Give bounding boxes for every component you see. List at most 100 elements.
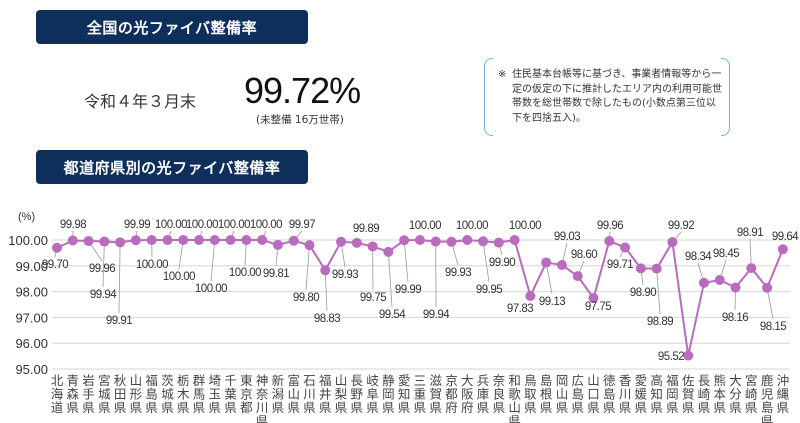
data-point-徳島県	[604, 236, 615, 247]
national-rate-value: 99.72%	[244, 70, 361, 111]
data-point-宮城県	[99, 236, 110, 247]
footnote-box: ※ 住民基本台帳等に基づき、事業者情報等から一定の仮定の下に推計したエリア内の利…	[484, 58, 730, 136]
data-point-神奈川県	[257, 235, 268, 245]
data-point-佐賀県	[683, 350, 694, 361]
right-bracket	[721, 58, 730, 136]
x-tick-label: 東京都	[240, 374, 253, 415]
x-tick-label: 大分県	[729, 374, 742, 415]
data-point-長崎県	[698, 277, 709, 288]
x-tick-label: 沖縄県	[777, 374, 790, 415]
data-label: 98.89	[647, 316, 673, 328]
data-label: 99.75	[360, 292, 386, 304]
prefecture-rate-chart: 95.00 96.00 97.00 98.00 99.00 100.00 (%) 99.70 9…	[8, 211, 800, 423]
data-point-東京都	[241, 235, 252, 245]
data-point-広島県	[572, 271, 583, 282]
data-label: 100.00	[456, 220, 488, 232]
data-label: 95.52	[658, 351, 684, 363]
data-point-大分県	[730, 282, 741, 293]
data-point-島根県	[541, 257, 552, 268]
x-tick-label: 埼玉県	[209, 374, 222, 415]
data-point-三重県	[414, 235, 425, 245]
data-label: 100.00	[155, 219, 187, 231]
data-label: 99.96	[597, 220, 623, 232]
data-point-沖縄県	[777, 244, 788, 255]
data-point-山梨県	[336, 236, 347, 247]
x-tick-label: 岩手県	[82, 373, 95, 415]
x-tick-label: 佐賀県	[682, 374, 695, 415]
x-tick-label: 山梨県	[335, 374, 348, 415]
data-label: 100.00	[186, 219, 218, 231]
data-label: 99.98	[60, 219, 86, 231]
x-tick-label: 岐阜県	[366, 374, 379, 415]
data-label: 100.00	[509, 220, 541, 232]
x-tick-label: 高知県	[650, 373, 663, 415]
data-point-宮崎県	[746, 263, 757, 274]
data-label: 99.80	[293, 292, 319, 304]
data-point-高知県	[651, 263, 662, 274]
y-tick-label: 95.00	[15, 362, 48, 377]
x-tick-label: 奈良県	[493, 374, 506, 415]
leader-line	[482, 241, 490, 283]
x-tick-label: 兵庫県	[477, 374, 490, 415]
data-label: 98.83	[314, 313, 340, 325]
leader-line	[656, 268, 661, 315]
data-label: 97.75	[585, 301, 611, 313]
national-rate-header: 全国の光ファイバ整備率	[36, 10, 308, 44]
data-label: 99.90	[489, 257, 515, 269]
x-tick-label: 和歌山県	[508, 374, 521, 423]
leader-line	[403, 240, 409, 283]
leader-line	[118, 242, 121, 314]
data-point-鳥取県	[525, 290, 536, 301]
x-tick-label: 青森県	[67, 374, 80, 415]
x-tick-label: 愛媛県	[635, 374, 648, 415]
leader-line	[387, 251, 393, 308]
x-tick-label: 熊本県	[714, 373, 727, 415]
data-label: 99.71	[607, 259, 633, 271]
x-tick-label: 茨城県	[161, 374, 174, 415]
x-tick-label: 鹿児島県	[761, 373, 774, 423]
data-label: 100.00	[218, 219, 250, 231]
data-point-愛知県	[399, 235, 410, 246]
data-label: 99.91	[106, 315, 132, 327]
x-tick-label: 神奈川県	[256, 374, 269, 423]
x-tick-label: 静岡県	[382, 374, 395, 415]
x-tick-label: 宮崎県	[745, 373, 758, 415]
x-tick-label: 福岡県	[666, 373, 679, 415]
data-label: 98.45	[713, 248, 739, 260]
data-point-大阪府	[462, 235, 473, 245]
data-point-千葉県	[225, 235, 236, 245]
data-label: 100.00	[409, 220, 441, 232]
data-point-香川県	[620, 242, 631, 253]
data-label: 99.96	[89, 263, 115, 275]
data-point-埼玉県	[209, 235, 220, 245]
x-tick-label: 岡山県	[556, 374, 569, 415]
data-label: 99.89	[353, 223, 379, 235]
x-tick-label: 大阪府	[461, 374, 474, 415]
data-point-兵庫県	[478, 236, 489, 247]
leader-line	[545, 262, 553, 295]
data-label: 99.97	[289, 219, 315, 231]
x-tick-label: 群馬県	[193, 374, 206, 415]
footnote-mark: ※	[498, 69, 507, 80]
x-tick-label: 新潟県	[272, 373, 285, 415]
data-label: 98.90	[630, 287, 656, 299]
data-point-福岡県	[667, 237, 678, 248]
x-tick-label: 京都府	[445, 374, 458, 415]
data-label: 100.00	[195, 283, 227, 295]
x-tick-label: 香川県	[619, 374, 632, 415]
x-tick-label: 広島県	[571, 374, 584, 415]
data-point-福井県	[320, 265, 331, 276]
uncovered-households-note: (未整備 16万世帯)	[256, 114, 344, 126]
data-point-熊本県	[714, 274, 725, 285]
left-bracket	[484, 58, 493, 136]
data-label: 99.94	[90, 289, 117, 301]
data-label: 98.16	[722, 312, 748, 324]
x-tick-label: 長野県	[351, 374, 364, 415]
data-point-岐阜県	[367, 241, 378, 252]
x-tick-label: 徳島県	[603, 373, 616, 415]
x-tick-label: 愛知県	[398, 374, 411, 415]
data-point-北海道	[52, 242, 62, 253]
x-tick-label: 富山県	[287, 373, 300, 415]
data-label: 99.81	[263, 268, 289, 280]
as-of-date: 令和４年３月末	[84, 92, 197, 111]
